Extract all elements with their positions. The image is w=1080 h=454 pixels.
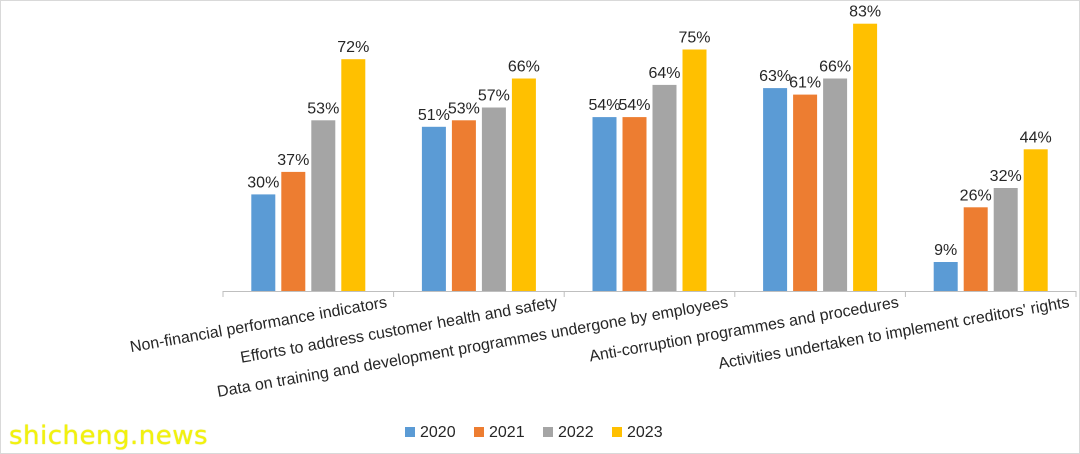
- data-label-2020-cat-0: 30%: [247, 174, 279, 191]
- bar-2022-cat-1: [481, 107, 506, 291]
- bar-2020-cat-4: [933, 262, 958, 291]
- watermark-logo: shicheng.news: [9, 421, 209, 451]
- bar-2023-cat-4: [1023, 149, 1048, 291]
- legend-label-2020: 2020: [420, 424, 456, 441]
- data-label-2021-cat-1: 53%: [448, 100, 480, 117]
- bar-2021-cat-2: [622, 117, 647, 291]
- bar-2023-cat-2: [682, 49, 707, 291]
- bar-2021-cat-4: [963, 207, 988, 291]
- legend-swatch-2021: [474, 427, 484, 437]
- data-label-2020-cat-4: 9%: [934, 242, 957, 259]
- bar-2023-cat-1: [511, 78, 536, 291]
- data-label-2020-cat-1: 51%: [418, 107, 450, 124]
- bar-2020-cat-2: [592, 117, 617, 291]
- data-label-2022-cat-4: 32%: [990, 168, 1022, 185]
- bar-2021-cat-0: [281, 171, 306, 291]
- bar-2022-cat-3: [823, 78, 848, 291]
- bar-2023-cat-3: [853, 23, 878, 291]
- bar-2023-cat-0: [341, 59, 366, 292]
- bar-2022-cat-4: [993, 188, 1018, 291]
- data-label-2021-cat-4: 26%: [960, 187, 992, 204]
- legend-swatch-2020: [405, 427, 415, 437]
- bar-2021-cat-1: [451, 120, 476, 291]
- bar-2020-cat-1: [421, 126, 446, 291]
- data-label-2022-cat-3: 66%: [819, 59, 851, 76]
- data-label-2023-cat-3: 83%: [849, 4, 881, 21]
- bar-2020-cat-0: [251, 194, 276, 291]
- data-label-2022-cat-1: 57%: [478, 88, 510, 105]
- legend-swatch-2022: [543, 427, 553, 437]
- data-label-2020-cat-2: 54%: [588, 97, 620, 114]
- legend-label-2023: 2023: [627, 424, 663, 441]
- bar-2020-cat-3: [763, 88, 788, 291]
- data-label-2021-cat-2: 54%: [618, 97, 650, 114]
- data-label-2022-cat-2: 64%: [648, 65, 680, 82]
- bar-2022-cat-2: [652, 84, 677, 292]
- legend-label-2022: 2022: [558, 424, 594, 441]
- data-label-2023-cat-4: 44%: [1020, 129, 1052, 146]
- data-label-2020-cat-3: 63%: [759, 68, 791, 85]
- bar-2021-cat-3: [793, 94, 818, 291]
- data-label-2023-cat-1: 66%: [508, 59, 540, 76]
- data-label-2023-cat-2: 75%: [678, 30, 710, 47]
- legend-label-2021: 2021: [489, 424, 525, 441]
- data-label-2022-cat-0: 53%: [307, 100, 339, 117]
- data-label-2023-cat-0: 72%: [337, 39, 369, 56]
- legend-swatch-2023: [612, 427, 622, 437]
- data-label-2021-cat-0: 37%: [277, 152, 309, 169]
- bar-2022-cat-0: [311, 120, 336, 291]
- data-label-2021-cat-3: 61%: [789, 75, 821, 92]
